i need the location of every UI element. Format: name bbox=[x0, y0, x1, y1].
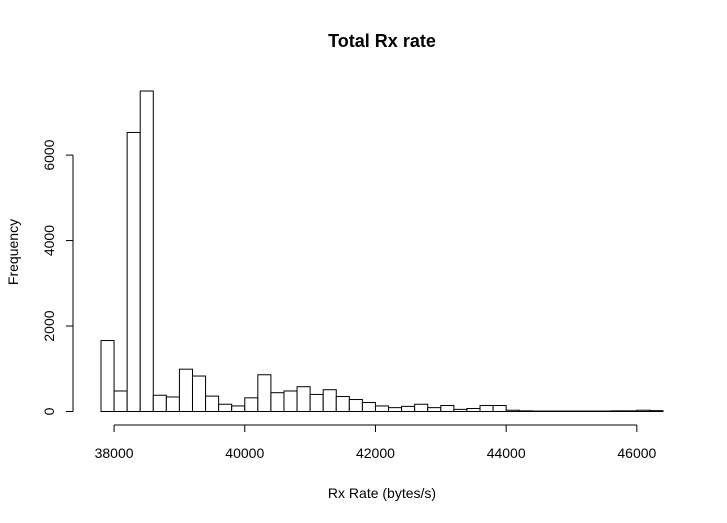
x-tick-label: 46000 bbox=[617, 445, 656, 461]
histogram-bar bbox=[165, 396, 180, 413]
y-axis: 0 2000 4000 6000 bbox=[41, 139, 74, 415]
histogram-bar bbox=[466, 408, 481, 413]
histogram-bar bbox=[296, 386, 311, 412]
histogram-bar bbox=[126, 131, 141, 412]
histogram-bar bbox=[257, 374, 272, 412]
histogram-bar bbox=[518, 410, 533, 412]
histogram-bar bbox=[218, 403, 233, 412]
x-tick-label: 42000 bbox=[356, 445, 395, 461]
histogram-bar bbox=[505, 409, 520, 413]
x-tick-label: 40000 bbox=[225, 445, 264, 461]
histogram-bar bbox=[440, 405, 455, 412]
histogram-bar bbox=[178, 368, 193, 413]
histogram-bar bbox=[374, 405, 390, 413]
histogram-bar bbox=[244, 397, 259, 412]
histogram-bar bbox=[453, 408, 468, 412]
histogram-bar bbox=[283, 390, 298, 412]
histogram-bar bbox=[113, 390, 128, 412]
histogram-bar bbox=[270, 392, 285, 413]
histogram-bar bbox=[414, 403, 429, 412]
histogram-bar bbox=[335, 396, 350, 413]
histogram-bar bbox=[231, 405, 246, 413]
histogram-bar bbox=[361, 402, 376, 412]
y-tick-label: 4000 bbox=[41, 225, 57, 256]
histogram-bars bbox=[100, 90, 664, 413]
histogram-bar bbox=[191, 375, 207, 412]
x-axis-label: Rx Rate (bytes/s) bbox=[328, 485, 436, 501]
histogram-bar bbox=[649, 410, 664, 412]
histogram-bar bbox=[492, 405, 507, 412]
histogram-bar bbox=[152, 394, 167, 413]
histogram-bar bbox=[388, 407, 403, 412]
y-tick-label: 0 bbox=[41, 407, 57, 415]
x-tick-label: 38000 bbox=[95, 445, 134, 461]
histogram-bar bbox=[610, 410, 625, 412]
histogram-bar bbox=[309, 393, 324, 413]
y-tick-label: 2000 bbox=[41, 310, 57, 341]
histogram-bar bbox=[623, 410, 638, 412]
y-axis-label: Frequency bbox=[5, 219, 21, 285]
chart-title: Total Rx rate bbox=[328, 31, 436, 51]
x-axis: 38000 40000 42000 44000 46000 bbox=[95, 424, 657, 461]
histogram-bar bbox=[100, 340, 115, 412]
y-tick-label: 6000 bbox=[41, 139, 57, 170]
histogram-bar bbox=[427, 407, 442, 412]
histogram-bar bbox=[479, 405, 494, 412]
histogram-bar bbox=[348, 399, 363, 412]
histogram-bar bbox=[401, 405, 416, 412]
histogram-bar bbox=[139, 90, 154, 412]
histogram-bar bbox=[322, 389, 337, 412]
x-tick-label: 44000 bbox=[487, 445, 526, 461]
histogram-bar bbox=[636, 409, 651, 413]
histogram-bar bbox=[205, 395, 220, 412]
